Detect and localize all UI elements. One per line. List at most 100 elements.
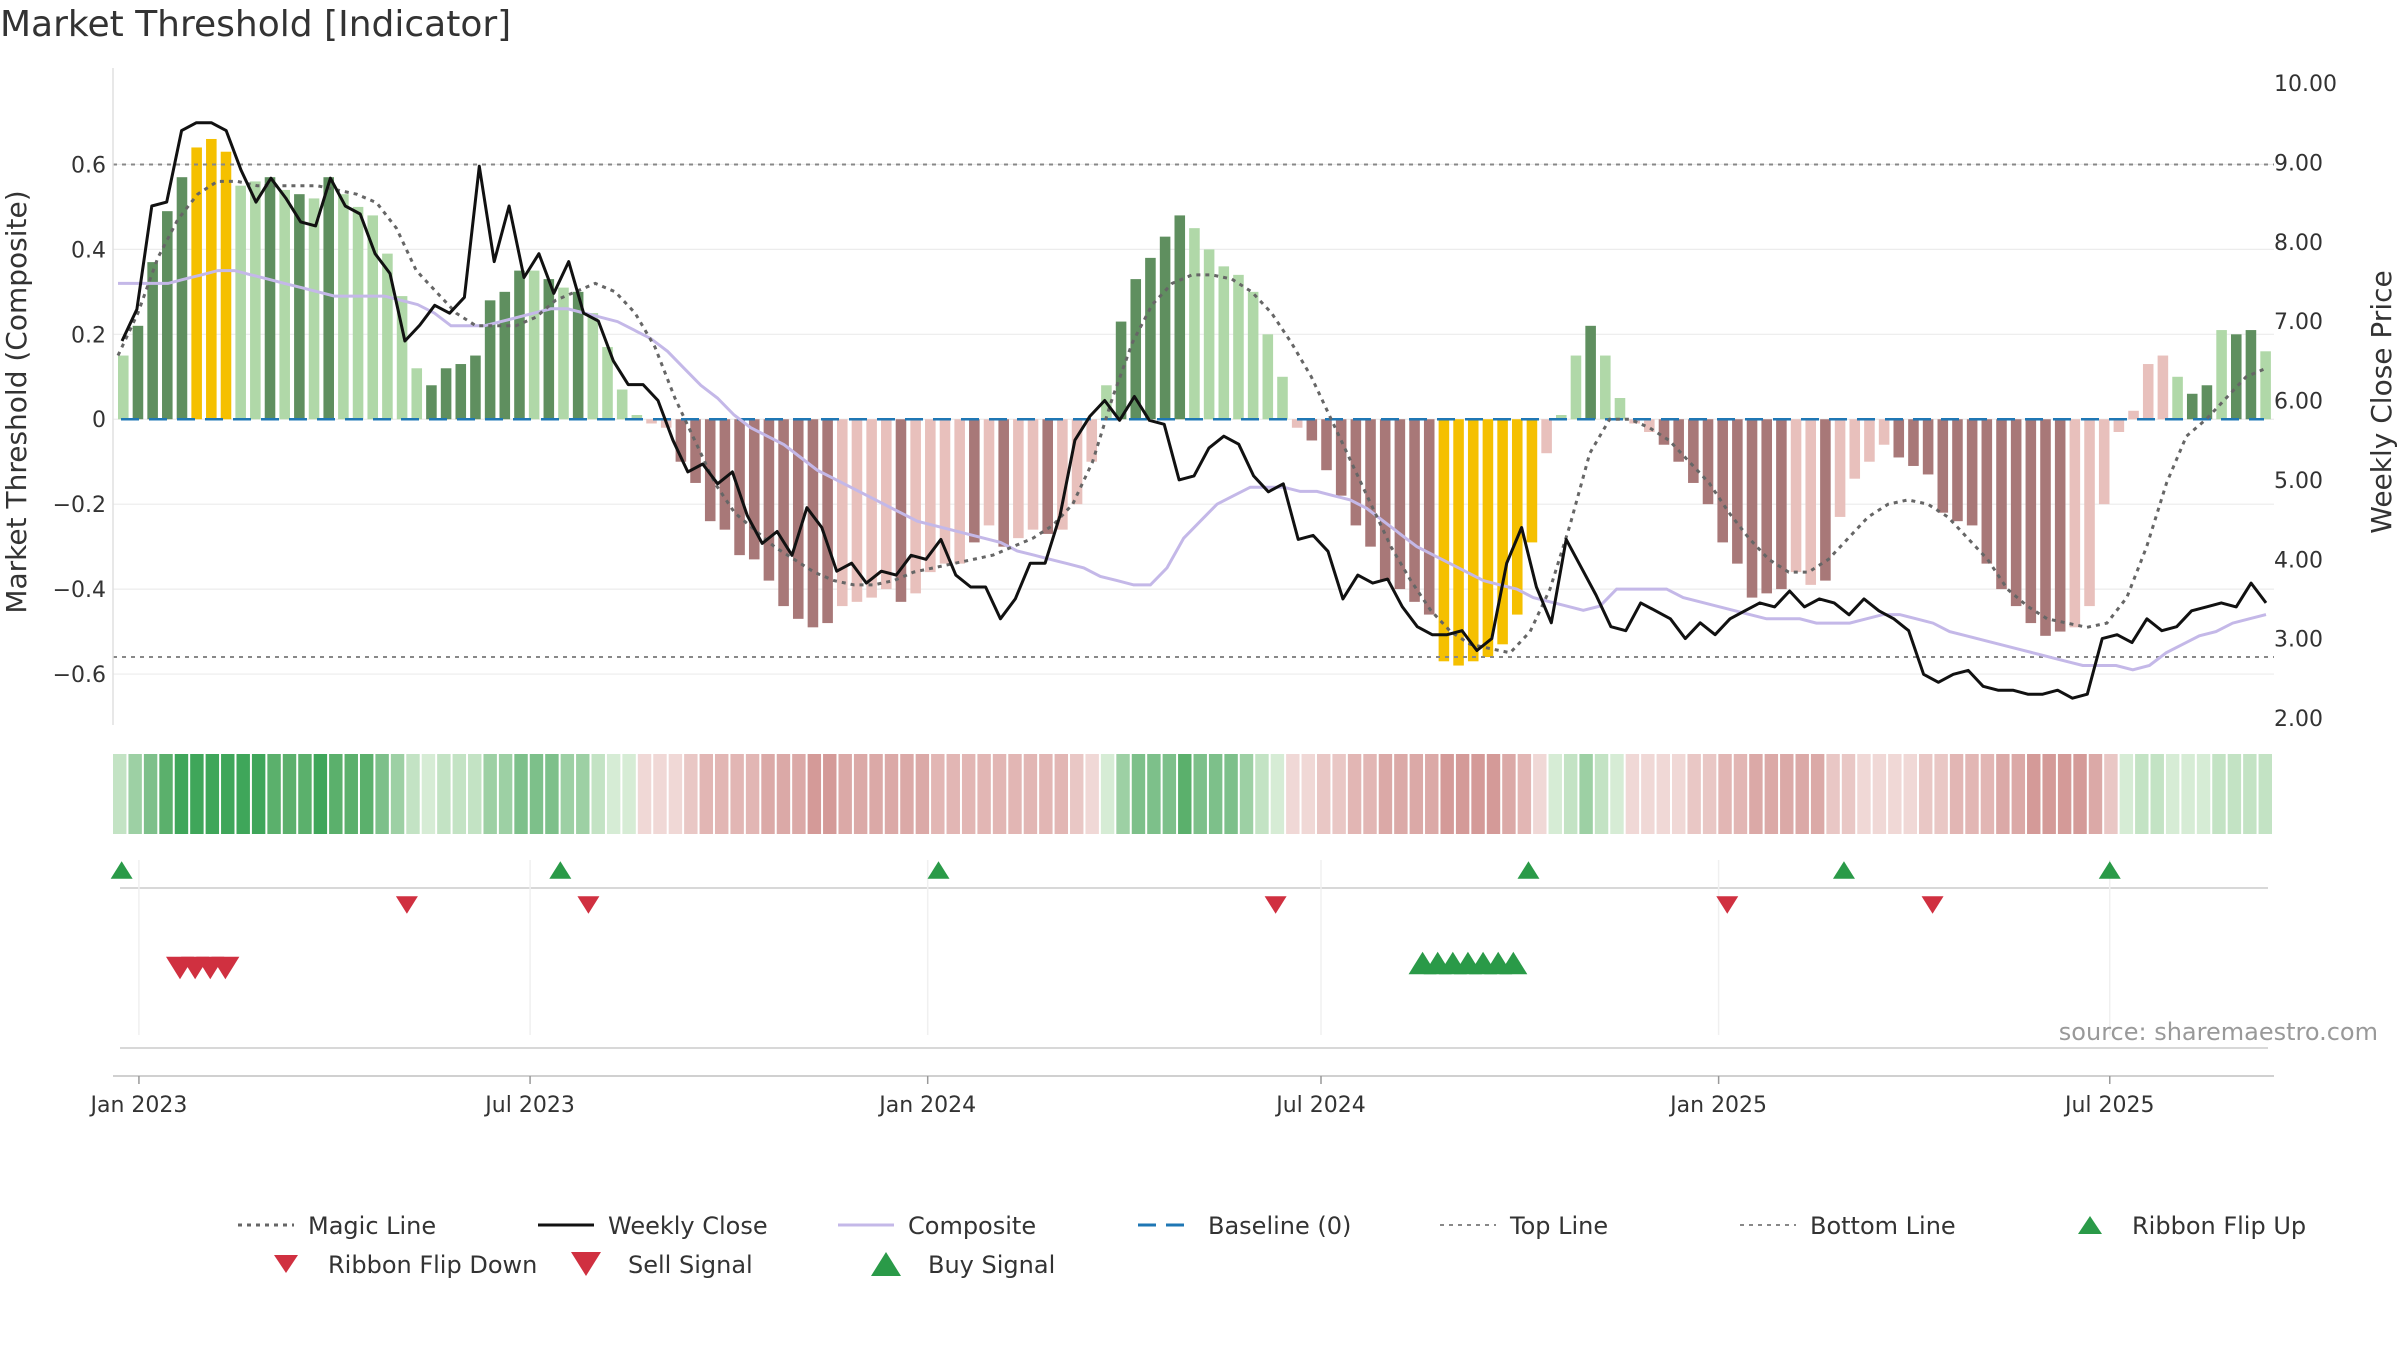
- composite-bar: [1878, 419, 1890, 445]
- ribbon-cell: [1224, 754, 1238, 834]
- composite-bar: [1511, 419, 1523, 615]
- ribbon-cell: [1996, 754, 2010, 834]
- composite-bar: [2230, 334, 2242, 420]
- chart-title: Market Threshold [Indicator]: [0, 4, 512, 45]
- x-tick-label: Jul 2023: [483, 1093, 575, 1118]
- ribbon-cell: [591, 754, 605, 834]
- reference-lines: [113, 163, 2274, 659]
- composite-bar: [1042, 419, 1053, 534]
- ribbon-cell: [668, 754, 683, 834]
- composite-bar: [338, 194, 349, 420]
- ribbon-cell: [1687, 754, 1701, 834]
- ribbon-flip-up-marker: [549, 861, 572, 879]
- composite-bar: [1013, 419, 1024, 539]
- composite-bar: [1526, 419, 1538, 543]
- composite-bar: [147, 262, 158, 420]
- composite-bar: [191, 147, 202, 420]
- composite-bar: [1379, 419, 1391, 581]
- ribbon-cell: [653, 754, 667, 834]
- ribbon-cell: [1131, 754, 1146, 834]
- composite-bar: [1908, 419, 1919, 466]
- ribbon-cell: [468, 754, 482, 834]
- ribbon-cell: [1594, 754, 1609, 834]
- composite-bar: [1335, 419, 1347, 496]
- ribbon-cell: [2150, 754, 2164, 834]
- composite-bar: [1409, 419, 1420, 602]
- ribbon-cell: [1548, 754, 1562, 834]
- composite-bar: [1922, 419, 1934, 475]
- ribbon-cell: [1378, 754, 1393, 834]
- ribbon-cell: [838, 754, 852, 834]
- ribbon-cell: [1193, 754, 1207, 834]
- ribbon-flip-down-marker: [577, 896, 600, 914]
- legend-label: Magic Line: [308, 1212, 436, 1240]
- composite-bar: [118, 355, 129, 420]
- ribbon-cell: [776, 754, 791, 834]
- composite-bar: [1673, 419, 1684, 462]
- legend-label: Ribbon Flip Down: [328, 1251, 537, 1279]
- composite-bar: [1277, 376, 1288, 420]
- composite-bar: [2025, 419, 2037, 624]
- composite-bar: [470, 355, 481, 420]
- ribbon-cell: [684, 754, 698, 834]
- composite-line: [118, 269, 2267, 672]
- composite-bar: [1262, 334, 1274, 420]
- composite-bar: [235, 185, 246, 420]
- ribbon-cell: [267, 754, 281, 834]
- left-tick-label: −0.2: [53, 493, 106, 518]
- ribbon-cell: [1301, 754, 1315, 834]
- composite-bar: [1218, 266, 1230, 420]
- composite-bar: [1966, 419, 1978, 526]
- x-tick-label: Jul 2024: [1274, 1093, 1366, 1118]
- series-lines: [116, 121, 2268, 700]
- ribbon-cell: [1502, 754, 1516, 834]
- ribbon-cell: [1764, 754, 1779, 834]
- ribbon-cell: [2088, 754, 2103, 834]
- legend-label: Bottom Line: [1810, 1212, 1956, 1240]
- left-axis-title: Market Threshold (Composite): [0, 190, 33, 613]
- ribbon-cell: [637, 754, 652, 834]
- axes: Market Threshold (Composite) Weekly Clos…: [0, 68, 2398, 1118]
- ribbon-cell: [1656, 754, 1671, 834]
- x-tick-label: Jan 2024: [877, 1093, 976, 1118]
- ribbon-cell: [823, 754, 837, 834]
- right-tick-label: 9.00: [2274, 151, 2323, 176]
- composite-bar: [1688, 419, 1699, 483]
- composite-bar: [1996, 419, 2007, 590]
- ribbon-cell: [606, 754, 621, 834]
- ribbon-cell: [1394, 754, 1408, 834]
- composite-bar: [1761, 419, 1772, 594]
- ribbon-cell: [1208, 754, 1223, 834]
- ribbon-cell: [1471, 754, 1485, 834]
- ribbon-cell: [699, 754, 713, 834]
- composite-bar: [837, 419, 848, 607]
- composite-bar: [807, 419, 819, 628]
- left-tick-label: 0.6: [71, 153, 106, 178]
- composite-bar: [866, 419, 877, 598]
- composite-bar: [572, 291, 584, 420]
- ribbon-cell: [1826, 754, 1840, 834]
- composite-bar: [1203, 249, 1215, 420]
- ribbon-cell: [1903, 754, 1917, 834]
- ribbon-flip-down-marker: [1264, 896, 1287, 914]
- ribbon-cell: [2104, 754, 2118, 834]
- legend: Magic Line Weekly Close Composite Baseline …: [238, 1212, 2306, 1279]
- composite-bar: [1482, 419, 1494, 658]
- right-tick-label: 10.00: [2274, 72, 2337, 97]
- ribbon-cell: [375, 754, 389, 834]
- composite-bar: [646, 419, 657, 424]
- composite-bar: [2040, 419, 2051, 636]
- composite-bar: [264, 177, 276, 420]
- composite-bar: [910, 419, 921, 594]
- composite-bar: [778, 419, 789, 607]
- x-tick-label: Jan 2023: [88, 1093, 187, 1118]
- ribbon-cell: [1579, 754, 1593, 834]
- legend-symbol: [871, 1252, 901, 1276]
- ribbon-flip-down-marker: [1716, 896, 1739, 914]
- composite-bar: [1115, 321, 1127, 420]
- ribbon-flip-down-marker: [395, 896, 418, 914]
- composite-bar: [396, 296, 408, 420]
- ribbon-cell: [236, 754, 250, 834]
- ribbon-cell: [1023, 754, 1038, 834]
- ribbon-cell: [2027, 754, 2041, 834]
